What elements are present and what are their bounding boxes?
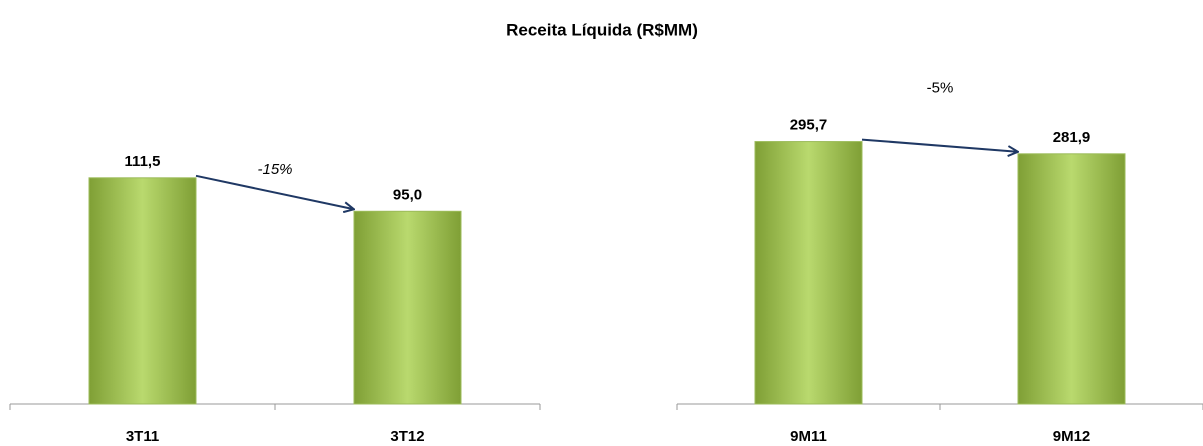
bar <box>353 210 462 405</box>
value-label: 95,0 <box>393 186 422 203</box>
value-label: 111,5 <box>125 153 161 170</box>
value-label: 295,7 <box>790 117 828 134</box>
x-tick-label: 9M11 <box>790 428 827 445</box>
chart-title: Receita Líquida (R$MM) <box>506 20 698 39</box>
bar <box>754 141 863 405</box>
value-label: 281,9 <box>1053 129 1091 146</box>
change-annotation: -5% <box>927 80 954 97</box>
bar <box>88 177 197 405</box>
x-tick-label: 9M12 <box>1053 428 1091 445</box>
x-tick-label: 3T11 <box>126 428 159 445</box>
x-tick-label: 3T12 <box>390 428 424 445</box>
change-arrow <box>861 138 1018 152</box>
change-annotation: -15% <box>257 161 292 178</box>
bar <box>1017 153 1126 405</box>
change-arrow <box>195 174 354 209</box>
